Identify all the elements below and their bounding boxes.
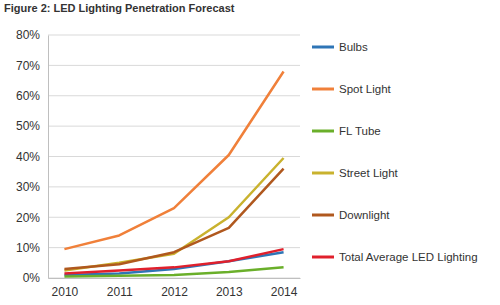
legend-swatch (312, 256, 334, 259)
x-tick-label: 2010 (52, 285, 79, 299)
legend-swatch (312, 130, 334, 133)
y-tick-label: 0% (23, 271, 41, 285)
y-tick-label: 40% (16, 150, 40, 164)
y-tick: 30% (16, 180, 48, 194)
grid-line (48, 247, 300, 248)
y-axis-line (48, 36, 49, 279)
grid-line (48, 65, 300, 66)
x-tick-label: 2014 (271, 285, 298, 299)
grid-line (48, 186, 300, 187)
grid-line (48, 217, 300, 218)
x-tick: 2013 (216, 278, 243, 299)
x-tick: 2014 (271, 278, 298, 299)
y-tick: 20% (16, 211, 48, 225)
y-tick: 70% (16, 59, 48, 73)
grid-line (48, 278, 300, 279)
grid-line (48, 95, 300, 96)
legend-label: Total Average LED Lighting (339, 251, 478, 263)
title: Figure 2: LED Lighting Penetration Forec… (4, 2, 235, 14)
plot-area (64, 71, 283, 276)
y-tick: 10% (16, 241, 48, 255)
series-line (64, 249, 283, 273)
y-axis: 0% 10% 20% 30% 40% 50% 60% 70% 80% (16, 28, 49, 285)
grid-line (48, 126, 300, 127)
x-tick-label: 2011 (107, 285, 133, 299)
series-line (64, 158, 283, 270)
series-line (64, 169, 283, 269)
y-tick: 60% (16, 89, 48, 103)
y-tick-label: 30% (16, 180, 40, 194)
series-line (64, 71, 283, 249)
x-tick: 2012 (161, 278, 188, 299)
y-tick: 0% (23, 271, 48, 285)
legend-label: FL Tube (339, 125, 381, 137)
legend-label: Street Light (339, 167, 399, 179)
y-tick-label: 20% (16, 211, 40, 225)
x-tick: 2010 (52, 278, 79, 299)
grid (48, 35, 300, 278)
chart: Figure 2: LED Lighting Penetration Forec… (0, 0, 500, 305)
legend-swatch (312, 172, 334, 175)
grid-line (48, 35, 300, 36)
y-tick-label: 50% (16, 119, 40, 133)
legend-swatch (312, 46, 334, 49)
x-axis: 2010 2011 2012 2013 2014 (49, 278, 301, 299)
y-tick-label: 10% (16, 241, 40, 255)
x-tick-label: 2012 (161, 285, 188, 299)
legend-swatch (312, 88, 334, 91)
legend-label: Spot Light (339, 83, 392, 95)
y-tick-label: 80% (16, 28, 40, 42)
x-tick-label: 2013 (216, 285, 243, 299)
y-tick: 40% (16, 150, 48, 164)
x-tick: 2011 (107, 278, 133, 299)
y-tick: 50% (16, 119, 48, 133)
x-axis-line (49, 278, 301, 279)
legend-swatch (312, 214, 334, 217)
legend-label: Downlight (339, 209, 390, 221)
grid-line (48, 156, 300, 157)
y-tick: 80% (16, 28, 48, 42)
y-tick-label: 70% (16, 59, 40, 73)
legend-label: Bulbs (339, 41, 368, 53)
y-tick-label: 60% (16, 89, 40, 103)
legend: Bulbs Spot Light FL Tube Street Light Downli… (312, 41, 478, 263)
